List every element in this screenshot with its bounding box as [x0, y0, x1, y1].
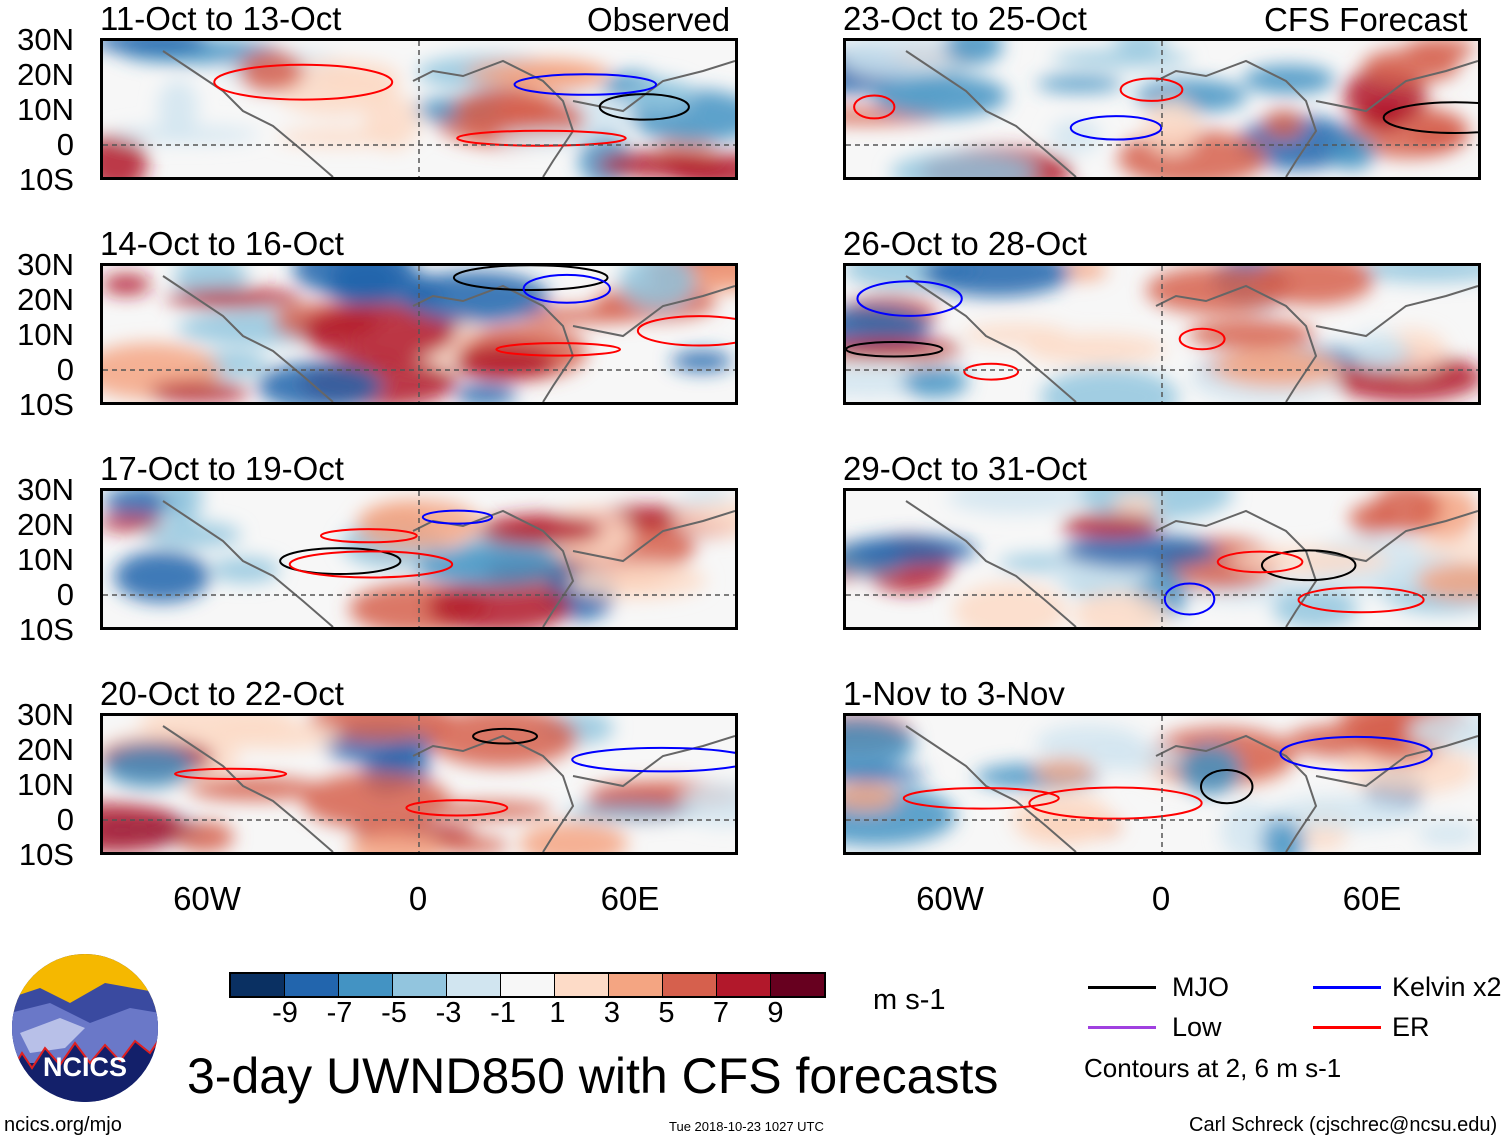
panel-title: 23-Oct to 25-Oct [843, 0, 1087, 37]
map-panel-observed-3 [100, 488, 738, 630]
figure-title: 3-day UWND850 with CFS forecasts [187, 1048, 999, 1104]
lat-label: 10S [18, 837, 74, 872]
colorbar-swatch [771, 974, 824, 996]
lat-label: 10S [18, 387, 74, 422]
lat-label: 10S [18, 612, 74, 647]
colorbar-tick-label: 7 [712, 997, 730, 1029]
colorbar-swatch [231, 974, 285, 996]
lat-label: 0 [56, 577, 74, 612]
colorbar [229, 972, 826, 998]
map-panel-forecast-1 [843, 38, 1481, 180]
lat-label: 10N [17, 317, 74, 352]
colorbar-swatch [339, 974, 393, 996]
panel-title: 14-Oct to 16-Oct [100, 225, 344, 262]
colorbar-swatch [501, 974, 555, 996]
legend-low-label: Low [1172, 1012, 1222, 1042]
lat-label: 30N [17, 472, 74, 507]
map-panel-observed-1 [100, 38, 738, 180]
colorbar-tick-label: -7 [326, 997, 353, 1029]
lon-label-left-60w: 60W [173, 880, 241, 917]
colorbar-tick-label: 9 [767, 997, 784, 1029]
lon-label-right-60e: 60E [1342, 880, 1402, 917]
lat-label: 10N [17, 92, 74, 127]
lat-label: 10S [18, 162, 74, 197]
lat-label: 0 [56, 802, 74, 837]
lon-label-right-0: 0 [1151, 880, 1171, 917]
colorbar-swatch [663, 974, 717, 996]
lat-label: 20N [17, 507, 74, 542]
panel-title: 26-Oct to 28-Oct [843, 225, 1087, 262]
colorbar-tick-label: -1 [490, 997, 516, 1029]
map-panel-forecast-3 [843, 488, 1481, 630]
colorbar-units: m s-1 [873, 984, 946, 1016]
observed-label: Observed [587, 1, 731, 38]
lat-label: 0 [56, 127, 74, 162]
ncics-logo: NCICS [10, 953, 160, 1103]
colorbar-tick-label: -9 [272, 997, 298, 1029]
map-panel-forecast-4 [843, 713, 1481, 855]
legend-er-label: ER [1392, 1012, 1430, 1042]
colorbar-swatch [447, 974, 501, 996]
legend-mjo-line [1088, 986, 1156, 989]
footer-timestamp: Tue 2018-10-23 1027 UTC [669, 1119, 824, 1134]
panel-title: 29-Oct to 31-Oct [843, 450, 1087, 487]
colorbar-tick-label: -3 [435, 997, 462, 1029]
panel-title: 20-Oct to 22-Oct [100, 675, 344, 712]
lon-label-left-60e: 60E [600, 880, 660, 917]
legend-mjo-label: MJO [1172, 972, 1229, 1002]
footer-url[interactable]: ncics.org/mjo [4, 1114, 122, 1136]
colorbar-tick-label: 1 [549, 997, 566, 1029]
colorbar-swatch [609, 974, 663, 996]
colorbar-swatch [285, 974, 339, 996]
lat-label: 30N [17, 247, 74, 282]
lat-label: 30N [17, 697, 74, 732]
panel-title: 17-Oct to 19-Oct [100, 450, 344, 487]
lat-label: 10N [17, 767, 74, 802]
panel-title: 1-Nov to 3-Nov [843, 675, 1065, 712]
map-panel-observed-4 [100, 713, 738, 855]
colorbar-tick-label: 5 [658, 997, 675, 1029]
footer-credit: Carl Schreck (cjschrec@ncsu.edu) [1189, 1114, 1498, 1136]
lat-label: 30N [17, 22, 74, 57]
legend-kelvin-label: Kelvin x2 [1392, 972, 1502, 1002]
colorbar-swatch [717, 974, 771, 996]
legend-kelvin-line [1313, 986, 1381, 989]
lat-label: 0 [56, 352, 74, 387]
lat-label: 10N [17, 542, 74, 577]
legend-er-line [1313, 1026, 1381, 1029]
lat-label: 20N [17, 57, 74, 92]
forecast-label: CFS Forecast [1264, 1, 1468, 38]
map-panel-forecast-2 [843, 263, 1481, 405]
lat-label: 20N [17, 282, 74, 317]
contours-note: Contours at 2, 6 m s-1 [1084, 1053, 1342, 1083]
colorbar-swatch [555, 974, 609, 996]
lat-label: 20N [17, 732, 74, 767]
colorbar-tick-label: 3 [603, 997, 621, 1029]
panel-title: 11-Oct to 13-Oct [100, 0, 342, 37]
colorbar-tick-label: -5 [381, 997, 407, 1029]
logo-text: NCICS [43, 1052, 127, 1082]
map-panel-observed-2 [100, 263, 738, 405]
lon-label-left-0: 0 [408, 880, 428, 917]
legend-low-line [1088, 1026, 1156, 1029]
colorbar-swatch [393, 974, 447, 996]
lon-label-right-60w: 60W [916, 880, 984, 917]
